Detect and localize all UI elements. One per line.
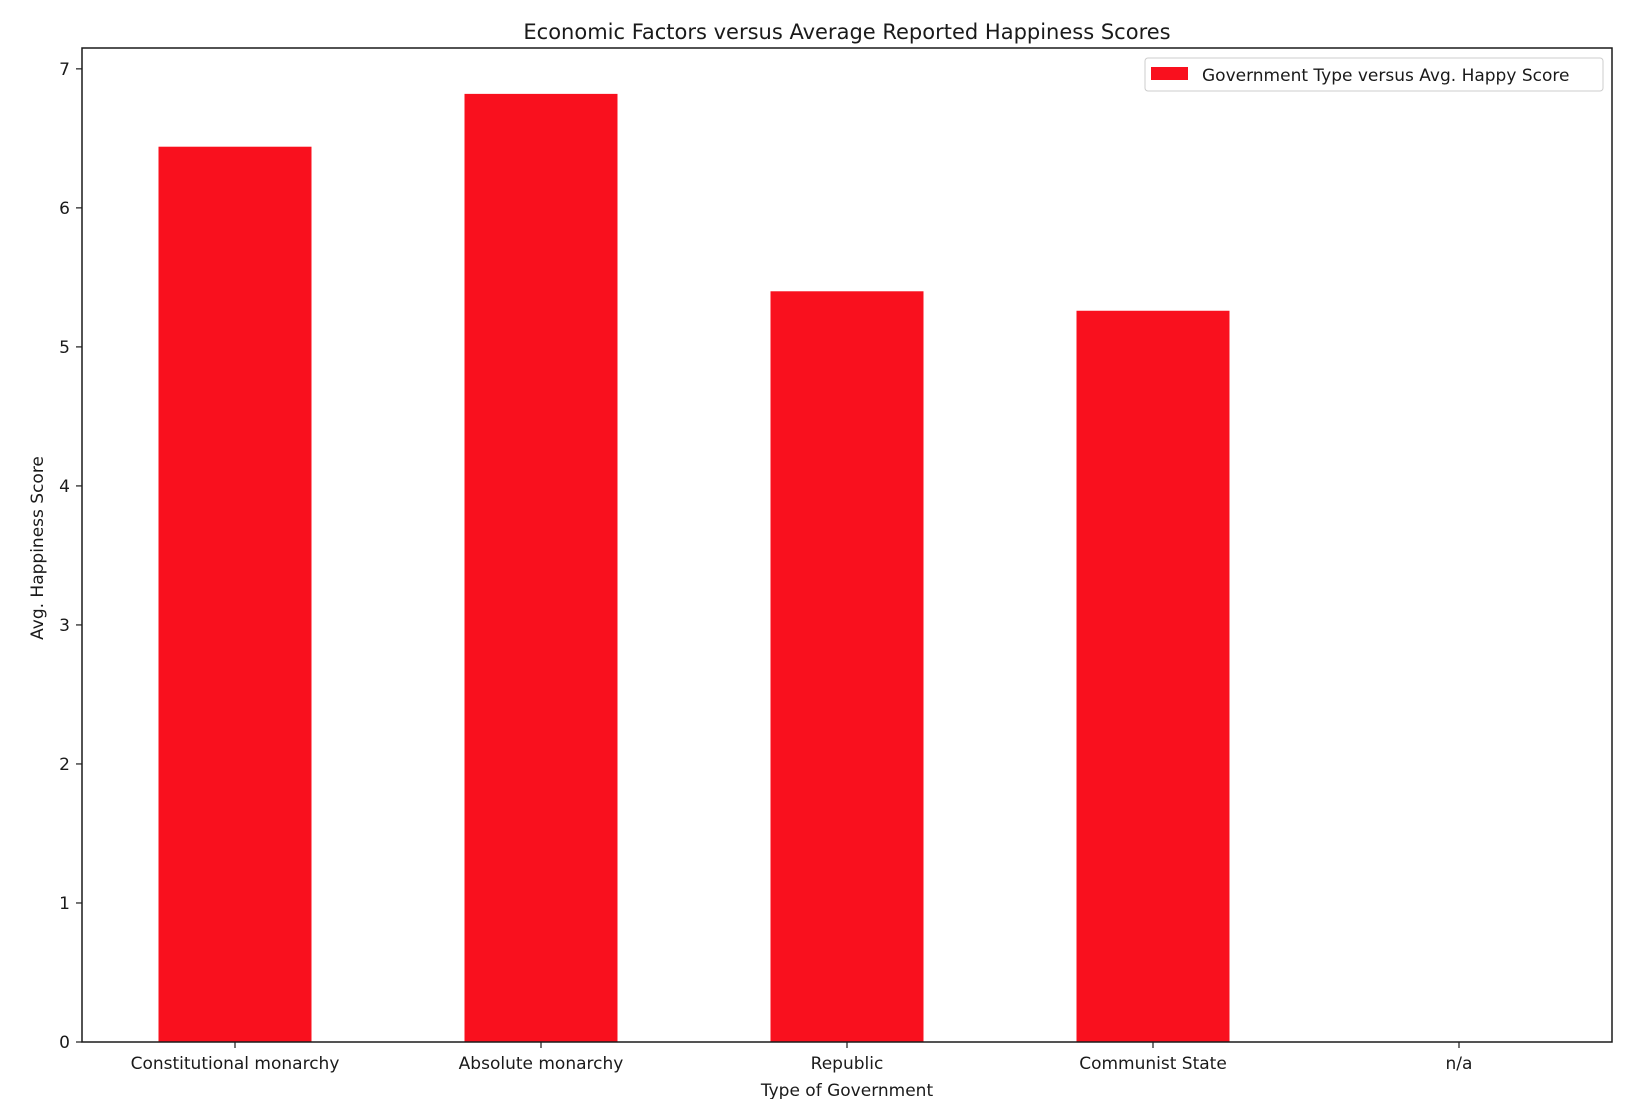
x-axis: Constitutional monarchy Absolute monarchy… xyxy=(131,1042,1473,1074)
y-axis: 0 1 2 3 4 5 6 7 xyxy=(59,60,82,1053)
legend-label: Government Type versus Avg. Happy Score xyxy=(1202,66,1569,86)
x-tick-label: Communist State xyxy=(1079,1054,1227,1074)
plot-frame xyxy=(81,47,1613,1043)
x-tick-label: Constitutional monarchy xyxy=(131,1054,340,1074)
bars-layer xyxy=(158,93,1230,1043)
bar-0 xyxy=(158,146,312,1042)
bar-3 xyxy=(1076,310,1230,1043)
y-tick-label: 5 xyxy=(59,338,70,358)
y-tick-label: 1 xyxy=(59,894,70,914)
y-tick-label: 7 xyxy=(59,60,70,80)
x-tick-label: Republic xyxy=(811,1054,884,1074)
legend: Government Type versus Avg. Happy Score xyxy=(1144,57,1604,92)
y-tick-label: 2 xyxy=(59,755,70,775)
x-axis-label: Type of Government xyxy=(760,1081,934,1099)
y-tick-label: 6 xyxy=(59,199,70,219)
legend-frame xyxy=(1144,57,1604,92)
legend-swatch xyxy=(1151,67,1188,80)
y-tick-label: 0 xyxy=(59,1033,70,1053)
y-tick-label: 4 xyxy=(59,477,70,497)
y-tick-label: 3 xyxy=(59,616,70,636)
x-tick-label: n/a xyxy=(1446,1054,1473,1074)
bar-1 xyxy=(464,93,618,1042)
bar-2 xyxy=(770,291,924,1042)
y-axis-label: Avg. Happiness Score xyxy=(28,456,48,640)
x-tick-label: Absolute monarchy xyxy=(459,1054,624,1074)
chart-title: Economic Factors versus Average Reported… xyxy=(523,20,1170,44)
